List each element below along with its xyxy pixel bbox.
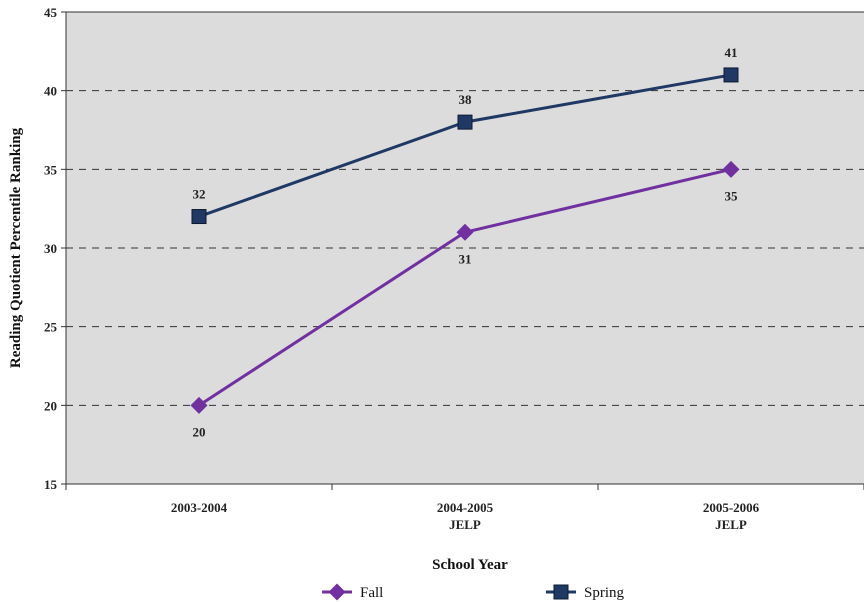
legend: Fall Spring [322, 583, 625, 601]
y-tick-label: 15 [44, 477, 58, 492]
x-category-label: 2003-2004 [171, 500, 228, 515]
series-spring: 32 38 41 [191, 45, 739, 225]
y-tick-labels: 15 20 25 30 35 40 45 [44, 5, 58, 492]
x-category-labels: 2003-2004 2004-2005 JELP 2005-2006 JELP [171, 500, 760, 532]
data-point-marker [722, 160, 740, 178]
data-point-marker [191, 209, 207, 225]
data-point-marker [190, 396, 208, 414]
series-fall: 20 31 35 [190, 160, 740, 439]
x-category-label: 2004-2005 [437, 500, 494, 515]
x-category-label: 2005-2006 [703, 500, 760, 515]
legend-item-spring: Spring [546, 584, 625, 601]
legend-marker [553, 584, 569, 600]
legend-item-fall: Fall [322, 583, 383, 601]
y-tick-label: 35 [44, 162, 58, 177]
legend-label: Fall [360, 585, 383, 601]
y-tick-label: 45 [44, 5, 58, 20]
x-axis-title: School Year [432, 557, 508, 573]
x-category-label: JELP [449, 517, 481, 532]
data-point-marker [723, 67, 739, 83]
y-tick-label: 25 [44, 320, 58, 335]
data-point-marker [457, 114, 473, 130]
data-label: 41 [725, 45, 738, 60]
data-label: 32 [193, 187, 206, 202]
axes [61, 11, 864, 490]
y-tick-label: 20 [44, 398, 57, 413]
data-point-marker [456, 223, 474, 241]
x-category-label: JELP [715, 517, 747, 532]
legend-marker [328, 583, 346, 601]
data-label: 20 [193, 424, 206, 439]
data-label: 35 [725, 188, 739, 203]
y-tick-label: 40 [44, 84, 57, 99]
legend-label: Spring [584, 585, 625, 601]
series-group: 20 31 35 32 38 41 [190, 45, 740, 439]
data-label: 31 [459, 251, 472, 266]
y-axis-title: Reading Quotient Percentile Ranking [8, 127, 24, 368]
data-label: 38 [459, 92, 473, 107]
y-tick-label: 30 [44, 241, 57, 256]
